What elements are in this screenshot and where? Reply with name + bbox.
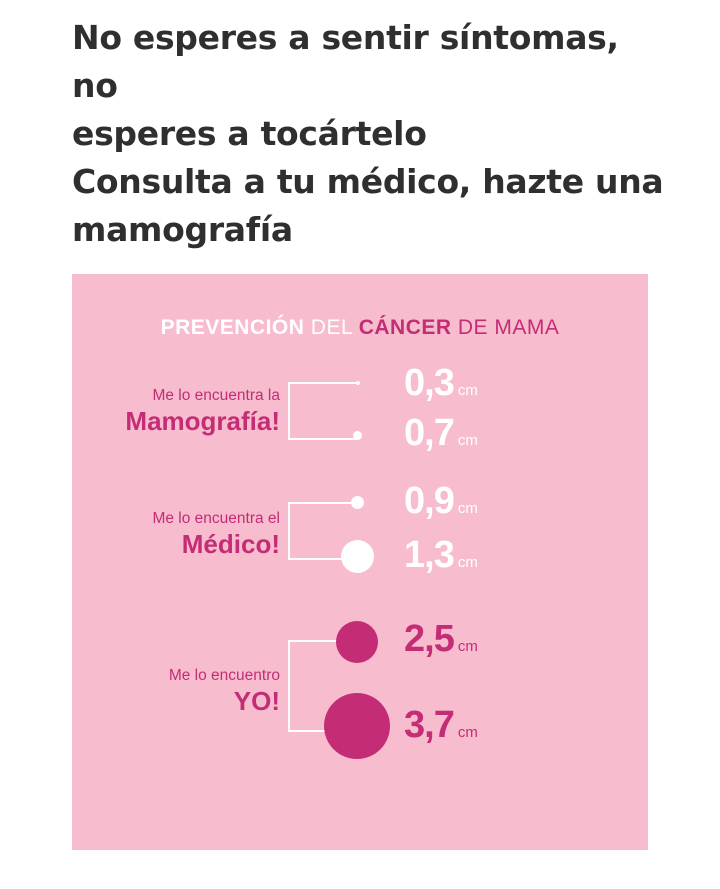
measure-value: 2,5: [404, 618, 455, 660]
measure-0-7: 0,7 cm: [404, 412, 478, 455]
measure-1-3: 1,3 cm: [404, 534, 478, 577]
group-mamografia-bracket: [288, 382, 358, 440]
title-part-de-mama: DE MAMA: [457, 316, 560, 339]
tumor-dot-0-9: [351, 496, 364, 509]
measure-unit: cm: [457, 724, 478, 741]
group-medico-label: Me lo encuentra el Médico!: [80, 509, 280, 559]
group-medico-bracket: [288, 502, 358, 560]
measure-value: 0,9: [404, 480, 455, 522]
article-headline: No esperes a sentir síntomas, no esperes…: [72, 14, 672, 254]
group-mamografia-big-label: Mamografía!: [125, 406, 280, 436]
tumor-dot-2-5: [336, 621, 378, 663]
headline-line-2: esperes a tocártelo: [72, 114, 427, 153]
group-yo-big-label: YO!: [233, 686, 280, 716]
title-part-cancer: CÁNCER: [358, 316, 452, 339]
group-yo-label: Me lo encuentro YO!: [80, 666, 280, 716]
title-part-prevencion: PREVENCIÓN: [160, 316, 305, 339]
measure-3-7: 3,7 cm: [404, 704, 478, 747]
measure-unit: cm: [457, 432, 478, 449]
headline-line-1: No esperes a sentir síntomas, no: [72, 18, 619, 105]
infographic-title: PREVENCIÓN DEL CÁNCER DE MAMA: [72, 316, 648, 340]
tumor-dot-3-7: [324, 693, 390, 759]
measure-0-9: 0,9 cm: [404, 480, 478, 523]
measure-value: 1,3: [404, 534, 455, 576]
headline-line-4: mamografía: [72, 210, 293, 249]
measure-unit: cm: [457, 554, 478, 571]
measure-value: 0,7: [404, 412, 455, 454]
measure-unit: cm: [457, 500, 478, 517]
tumor-dot-0-3: [356, 381, 360, 385]
measure-2-5: 2,5 cm: [404, 618, 478, 661]
group-medico-small-label: Me lo encuentra el: [152, 510, 280, 527]
infographic-image[interactable]: PREVENCIÓN DEL CÁNCER DE MAMA Me lo encu…: [72, 274, 648, 850]
measure-value: 0,3: [404, 362, 455, 404]
tumor-dot-0-7: [353, 431, 362, 440]
measure-unit: cm: [457, 382, 478, 399]
headline-line-3: Consulta a tu médico, hazte una: [72, 162, 664, 201]
measure-0-3: 0,3 cm: [404, 362, 478, 405]
measure-value: 3,7: [404, 704, 455, 746]
measure-unit: cm: [457, 638, 478, 655]
group-yo-bracket: [288, 640, 342, 732]
group-mamografia-small-label: Me lo encuentra la: [152, 387, 280, 404]
title-part-del: DEL: [310, 316, 353, 339]
group-yo-small-label: Me lo encuentro: [168, 667, 280, 684]
tumor-dot-1-3: [341, 540, 374, 573]
group-mamografia-label: Me lo encuentra la Mamografía!: [80, 386, 280, 436]
group-medico-big-label: Médico!: [181, 529, 280, 559]
